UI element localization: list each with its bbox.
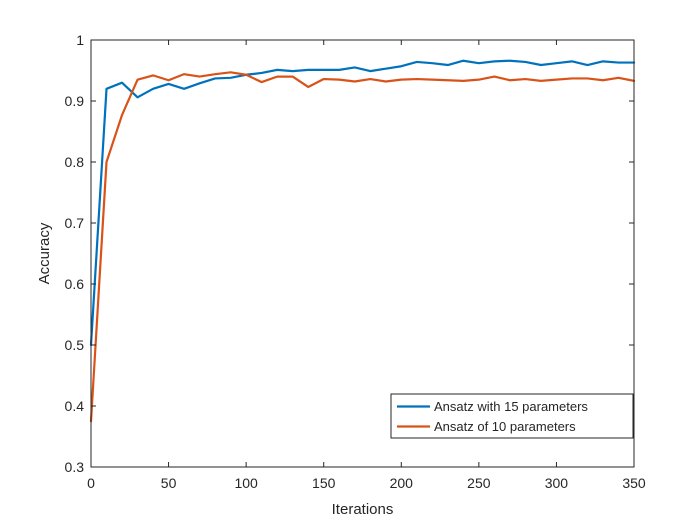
y-tick-label: 0.4 [65, 398, 85, 414]
x-ticks: 0 50 100 150 200 250 300 350 [87, 40, 646, 491]
y-tick-label: 0.3 [65, 459, 85, 475]
x-tick-label: 0 [87, 475, 95, 491]
x-tick-label: 100 [234, 475, 258, 491]
y-axis-label: Accuracy [36, 222, 53, 284]
y-tick-label: 1 [76, 32, 84, 48]
x-tick-label: 350 [622, 475, 646, 491]
x-tick-label: 250 [467, 475, 491, 491]
axes-box [90, 39, 635, 468]
x-tick-label: 300 [545, 475, 569, 491]
y-tick-label: 0.9 [65, 93, 85, 109]
legend-label-10-parameters: Ansatz of 10 parameters [434, 419, 576, 434]
legend-label-15-parameters: Ansatz with 15 parameters [434, 399, 588, 414]
legend: Ansatz with 15 parameters Ansatz of 10 p… [390, 393, 634, 439]
legend-box [390, 393, 634, 439]
series-line-0 [89, 59, 636, 347]
x-axis-label: Iterations [332, 501, 394, 518]
y-ticks: 0.3 0.4 0.5 0.6 0.7 0.8 0.9 1 [65, 32, 634, 475]
y-tick-label: 0.8 [65, 154, 85, 170]
x-tick-label: 50 [161, 475, 177, 491]
x-tick-label: 200 [390, 475, 414, 491]
y-tick-label: 0.6 [65, 276, 85, 292]
y-tick-label: 0.5 [65, 337, 85, 353]
x-tick-label: 150 [312, 475, 336, 491]
series-layer [89, 59, 636, 423]
y-tick-label: 0.7 [65, 215, 85, 231]
series-line-1 [89, 71, 636, 423]
